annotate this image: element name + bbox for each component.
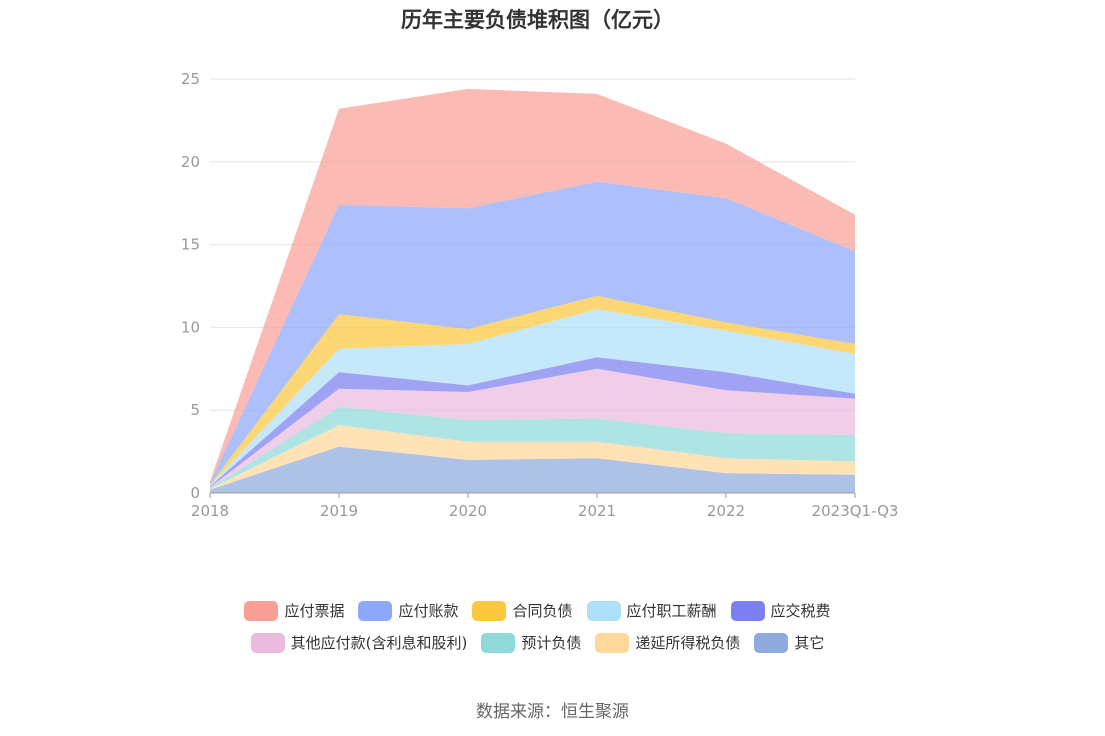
y-tick-label: 15 xyxy=(181,236,200,254)
legend-swatch xyxy=(250,632,285,653)
legend-swatch xyxy=(244,600,279,621)
y-tick-label: 20 xyxy=(181,153,200,171)
legend-label: 应付票据 xyxy=(284,602,345,620)
legend-item[interactable]: 应付职工薪酬 xyxy=(586,600,717,621)
area-series xyxy=(210,88,855,493)
legend-item[interactable]: 其它 xyxy=(754,632,824,653)
area-其他应付款(含利息和股利) xyxy=(210,368,855,488)
x-tick-label: 2022 xyxy=(707,502,745,520)
legend-item[interactable]: 应付账款 xyxy=(358,600,458,621)
legend-swatch xyxy=(754,632,789,653)
legend-item[interactable]: 递延所得税负债 xyxy=(595,632,740,653)
axes: 0 5 10 15 20 25 2018 2019 2020 2021 2022 2023Q1-Q3 xyxy=(181,70,899,520)
legend-label: 应付账款 xyxy=(398,602,459,620)
y-tick-label: 25 xyxy=(181,70,200,88)
legend-swatch xyxy=(481,632,516,653)
y-tick-label: 0 xyxy=(190,484,200,502)
legend-label: 应交税费 xyxy=(770,602,831,620)
legend-row-2: 其他应付款(含利息和股利) 预计负债 递延所得税负债 其它 xyxy=(0,632,1075,653)
legend-label: 递延所得税负债 xyxy=(635,634,741,652)
legend-swatch xyxy=(586,600,621,621)
legend-item[interactable]: 其他应付款(含利息和股利) xyxy=(250,632,468,653)
area-合同负债 xyxy=(210,295,855,486)
data-source-note: 数据来源：恒生聚源 xyxy=(476,702,629,722)
legend-item[interactable]: 预计负债 xyxy=(481,632,581,653)
x-tick-label: 2021 xyxy=(578,502,616,520)
y-tick-label: 10 xyxy=(181,318,200,336)
x-tick-label: 2018 xyxy=(191,502,229,520)
area-应付账款 xyxy=(210,181,855,485)
legend-label: 其它 xyxy=(794,634,825,652)
legend-swatch xyxy=(595,632,630,653)
area-其它 xyxy=(210,446,855,493)
legend-swatch xyxy=(472,600,507,621)
chart-title: 历年主要负债堆积图（亿元） xyxy=(401,8,674,32)
legend-row-1: 应付票据 应付账款 合同负债 应付职工薪酬 应交税费 xyxy=(0,600,1075,621)
legend-item[interactable]: 应付票据 xyxy=(244,600,344,621)
legend-swatch xyxy=(358,600,393,621)
area-应付票据 xyxy=(210,88,855,484)
legend-item[interactable]: 合同负债 xyxy=(472,600,573,621)
legend-label: 其他应付款(含利息和股利) xyxy=(290,634,468,652)
legend-label: 预计负债 xyxy=(521,634,582,652)
x-tick-label: 2020 xyxy=(449,502,487,520)
legend-label: 应付职工薪酬 xyxy=(626,602,717,620)
legend-item[interactable]: 应交税费 xyxy=(730,600,831,621)
area-应付职工薪酬 xyxy=(210,309,855,487)
legend-swatch xyxy=(730,600,765,621)
area-预计负债 xyxy=(210,406,855,489)
legend-label: 合同负债 xyxy=(512,602,573,620)
area-递延所得税负债 xyxy=(210,425,855,490)
y-tick-label: 5 xyxy=(190,401,200,419)
stacked-area-chart: 0 5 10 15 20 25 2018 2019 2020 2021 2022 2023Q1-Q3 xyxy=(181,70,899,520)
x-tick-label: 2019 xyxy=(320,502,358,520)
x-tick-label: 2023Q1-Q3 xyxy=(812,502,899,520)
